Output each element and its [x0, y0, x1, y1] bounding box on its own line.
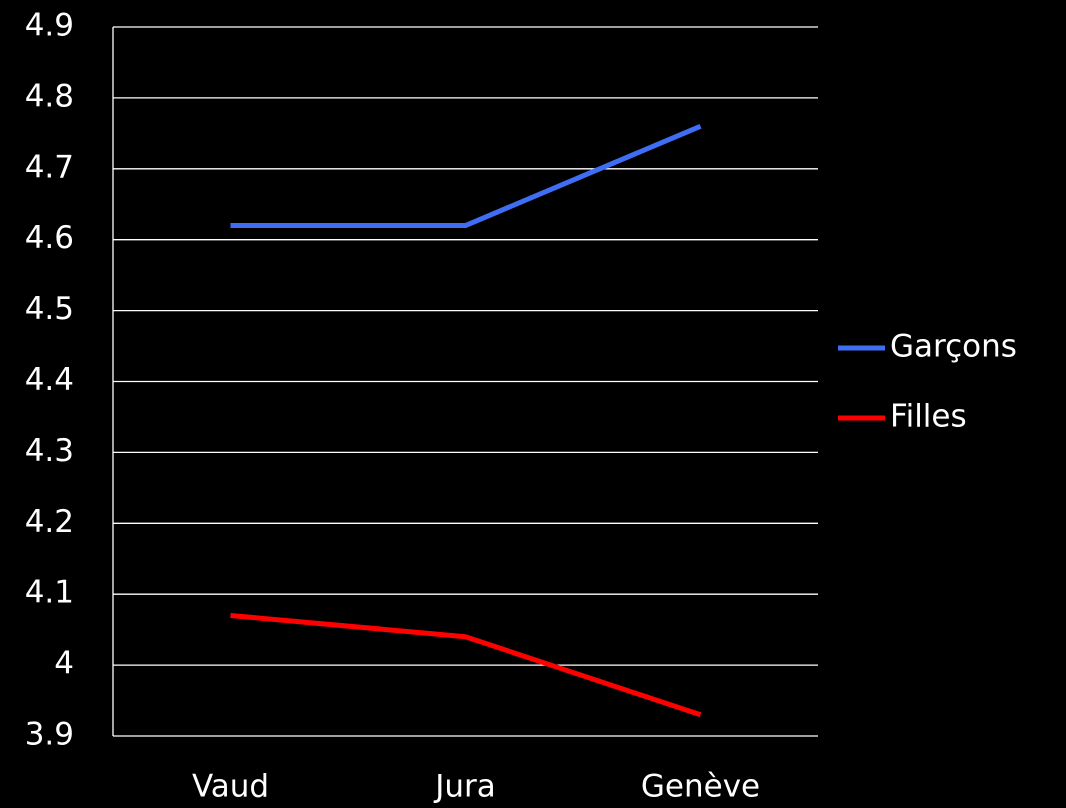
y-tick-label: 4.6 [25, 220, 74, 256]
y-tick-label: 4.9 [25, 8, 74, 44]
y-tick-label: 4.2 [25, 504, 74, 540]
y-tick-label: 4 [54, 646, 74, 682]
x-tick-label: Genève [641, 769, 760, 805]
y-tick-label: 4.4 [25, 362, 74, 398]
x-tick-label: Vaud [192, 769, 269, 805]
line-series [230, 123, 702, 229]
y-tick-label: 4.1 [25, 575, 74, 611]
y-tick-label: 4.8 [25, 78, 74, 114]
y-tick-label: 3.9 [25, 717, 74, 753]
y-tick-label: 4.3 [25, 433, 74, 469]
legend-label: Filles [890, 399, 967, 435]
legend-label: Garçons [890, 329, 1017, 365]
y-tick-label: 4.5 [25, 291, 74, 327]
y-tick-label: 4.7 [25, 149, 74, 185]
x-tick-label: Jura [433, 769, 496, 805]
line-series [230, 612, 702, 718]
